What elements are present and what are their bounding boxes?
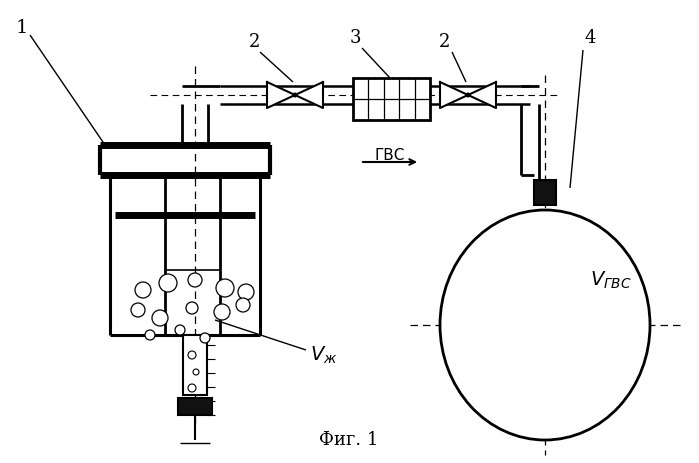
Circle shape [466,93,470,98]
Circle shape [131,303,145,317]
Bar [534,180,556,205]
Text: 1: 1 [16,19,28,37]
Circle shape [193,369,199,375]
Text: 4: 4 [584,29,596,47]
Polygon shape [295,82,323,108]
Circle shape [175,325,185,335]
Ellipse shape [440,210,650,440]
Circle shape [145,330,155,340]
Text: $V_{ГВС}$: $V_{ГВС}$ [590,269,632,291]
Circle shape [236,298,250,312]
Text: $V_ж$: $V_ж$ [310,344,338,366]
Circle shape [186,302,198,314]
Circle shape [216,279,234,297]
Circle shape [238,284,254,300]
Polygon shape [468,82,496,108]
Text: 3: 3 [350,29,361,47]
Circle shape [188,273,202,287]
Text: ГВС: ГВС [375,148,405,163]
Circle shape [135,282,151,298]
Polygon shape [440,82,468,108]
Circle shape [188,351,196,359]
Circle shape [159,274,177,292]
Bar [353,78,430,120]
Text: Фиг. 1: Фиг. 1 [319,431,379,449]
Circle shape [214,304,230,320]
Circle shape [200,333,210,343]
Text: 2: 2 [439,33,451,51]
Text: 2: 2 [250,33,261,51]
Polygon shape [267,82,295,108]
Circle shape [188,384,196,392]
Bar [183,335,207,395]
Circle shape [152,310,168,326]
Circle shape [292,93,298,98]
Bar [178,398,212,415]
